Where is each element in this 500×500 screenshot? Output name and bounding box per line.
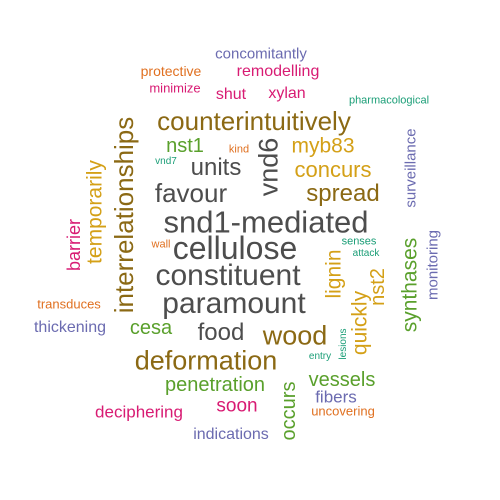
word-synthases: synthases	[398, 237, 422, 333]
word-paramount: paramount	[162, 287, 306, 320]
word-nst2: nst2	[367, 268, 389, 306]
word-occurs: occurs	[278, 381, 300, 441]
word-monitoring: monitoring	[424, 229, 442, 301]
word-uncovering: uncovering	[311, 403, 375, 419]
word-indications: indications	[193, 426, 269, 443]
word-wood: wood	[262, 320, 328, 351]
word-barrier: barrier	[64, 218, 84, 272]
word-interrelationships: interrelationships	[109, 116, 139, 314]
word-deciphering: deciphering	[95, 402, 183, 422]
word-penetration: penetration	[164, 374, 266, 396]
word-fibers: fibers	[315, 387, 357, 407]
word-vessels: vessels	[308, 369, 376, 391]
word-constituent: constituent	[155, 259, 301, 292]
word-vnd7: vnd7	[155, 156, 177, 167]
word-deformation: deformation	[134, 345, 278, 376]
word-myb83: myb83	[291, 134, 355, 158]
word-cellulose: cellulose	[172, 230, 298, 266]
word-protective: protective	[140, 63, 202, 79]
word-attack: attack	[352, 248, 380, 259]
word-snd1-mediated: snd1-mediated	[163, 204, 369, 240]
word-spread: spread	[306, 180, 380, 207]
word-shut: shut	[215, 86, 247, 103]
word-soon: soon	[216, 395, 258, 417]
word-concomitantly: concomitantly	[215, 45, 307, 63]
word-kind: kind	[228, 143, 250, 156]
word-favour: favour	[154, 178, 228, 208]
word-lesions: lesions	[338, 328, 349, 360]
word-lignin: lignin	[322, 249, 346, 299]
word-xylan: xylan	[268, 85, 306, 102]
word-concurs: concurs	[294, 157, 372, 182]
word-vnd6: vnd6	[253, 137, 284, 197]
word-temporarily: temporarily	[83, 160, 107, 264]
word-remodelling: remodelling	[236, 63, 320, 80]
word-surveillance: surveillance	[402, 128, 420, 208]
word-nst1: nst1	[166, 135, 204, 157]
word-cesa: cesa	[129, 317, 173, 339]
word-wall: wall	[151, 238, 171, 251]
word-counterintuitively: counterintuitively	[157, 106, 351, 136]
word-senses: senses	[341, 235, 377, 248]
word-minimize: minimize	[149, 80, 201, 96]
word-units: units	[190, 154, 242, 181]
word-thickening: thickening	[33, 319, 107, 336]
word-entry: entry	[308, 351, 332, 362]
word-transduces: transduces	[37, 296, 101, 312]
word-food: food	[197, 319, 245, 346]
word-pharmacological: pharmacological	[348, 94, 430, 107]
